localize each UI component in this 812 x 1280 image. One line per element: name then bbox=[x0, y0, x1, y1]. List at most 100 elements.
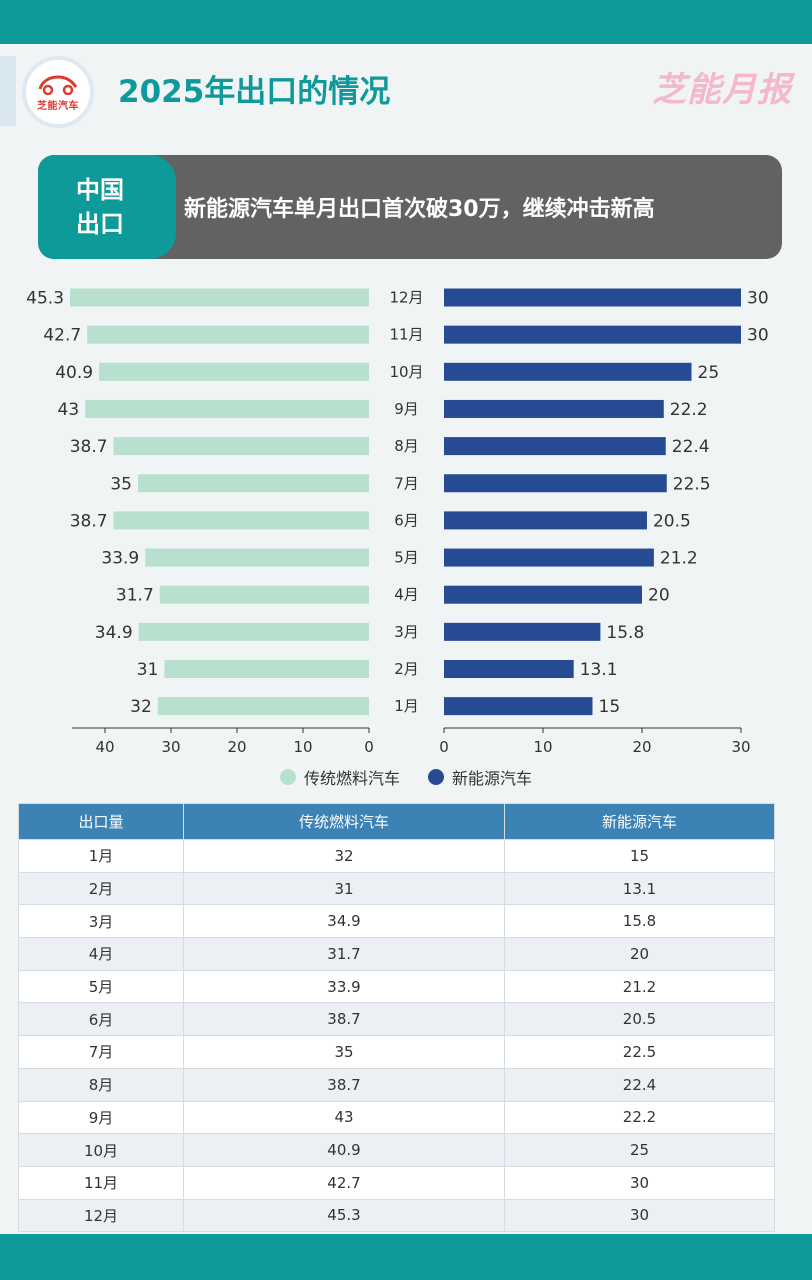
headline-banner: 中国 出口 新能源汽车单月出口首次破30万，继续冲击新高 bbox=[38, 155, 782, 259]
bar-ice-1月 bbox=[157, 697, 369, 716]
top-band bbox=[0, 0, 812, 44]
page-title: 2025年出口的情况 bbox=[118, 74, 391, 110]
car-logo-icon bbox=[38, 74, 78, 95]
legend-item-nev: 新能源汽车 bbox=[428, 765, 532, 789]
data-label-ice: 43 bbox=[58, 400, 80, 420]
table-row: 2月 31 13.1 bbox=[18, 871, 775, 906]
bar-ice-2月 bbox=[164, 660, 369, 678]
bar-ice-6月 bbox=[113, 511, 369, 530]
category-label: 5月 bbox=[394, 549, 419, 567]
table-row: 7月 35 22.5 bbox=[18, 1035, 775, 1069]
bar-ice-12月 bbox=[70, 288, 370, 307]
bar-nev-10月 bbox=[444, 362, 692, 381]
table-cell: 10月 bbox=[18, 1133, 184, 1167]
table-cell: 20.5 bbox=[504, 1002, 775, 1037]
table-cell: 7月 bbox=[18, 1035, 184, 1069]
table-row: 8月 38.7 22.4 bbox=[18, 1067, 775, 1102]
data-label-nev: 22.5 bbox=[673, 474, 711, 494]
bar-nev-8月 bbox=[444, 437, 666, 456]
category-label: 1月 bbox=[394, 697, 419, 715]
legend-swatch-ice bbox=[279, 769, 296, 785]
table-cell: 32 bbox=[183, 839, 505, 873]
legend-label-ice: 传统燃料汽车 bbox=[303, 769, 400, 788]
bar-nev-4月 bbox=[444, 585, 642, 604]
table-row: 3月 34.9 15.8 bbox=[18, 904, 775, 939]
data-label-nev: 13.1 bbox=[580, 660, 618, 680]
data-label-nev: 30 bbox=[747, 326, 769, 346]
left-axis-tick-label: 30 bbox=[161, 738, 180, 756]
table-cell: 15.8 bbox=[504, 904, 775, 939]
table-cell: 35 bbox=[183, 1035, 505, 1069]
bar-ice-9月 bbox=[85, 399, 369, 418]
data-label-ice: 38.7 bbox=[70, 511, 108, 531]
data-label-ice: 33.9 bbox=[101, 549, 139, 569]
left-axis-tick-label: 0 bbox=[364, 738, 374, 756]
table-cell: 2月 bbox=[18, 871, 184, 906]
banner-tag-line2: 出口 bbox=[76, 210, 124, 238]
table-cell: 20 bbox=[504, 937, 775, 971]
category-label: 7月 bbox=[394, 474, 419, 492]
table-row: 9月 43 22.2 bbox=[18, 1100, 775, 1135]
data-label-nev: 25 bbox=[698, 363, 720, 383]
table-row: 11月 42.7 30 bbox=[18, 1165, 775, 1200]
left-axis-tick-label: 40 bbox=[95, 738, 114, 756]
table-cell: 12月 bbox=[18, 1198, 184, 1233]
category-label: 12月 bbox=[389, 289, 423, 307]
legend-label-nev: 新能源汽车 bbox=[452, 769, 533, 788]
data-label-nev: 15 bbox=[599, 697, 621, 717]
table-cell: 25 bbox=[504, 1133, 775, 1167]
logo-text: 芝能汽车 bbox=[37, 100, 79, 112]
category-label: 11月 bbox=[389, 326, 423, 344]
table-cell: 6月 bbox=[18, 1002, 184, 1037]
table-row: 1月 32 15 bbox=[18, 839, 775, 873]
table-header-cell: 出口量 bbox=[18, 803, 184, 840]
table-cell: 31 bbox=[183, 871, 505, 906]
table-cell: 5月 bbox=[18, 969, 184, 1004]
table-cell: 38.7 bbox=[183, 1002, 505, 1037]
table-cell: 40.9 bbox=[183, 1133, 505, 1167]
bar-ice-11月 bbox=[87, 325, 370, 344]
export-table-container: 出口量 传统燃料汽车 新能源汽车 1月 32 15 2月 31 13.1 3月 34.9 15.… bbox=[18, 803, 775, 1233]
table-cell: 11月 bbox=[18, 1165, 184, 1200]
right-axis-tick-label: 0 bbox=[439, 738, 449, 756]
data-label-ice: 34.9 bbox=[95, 623, 133, 643]
chart-legend: 传统燃料汽车 新能源汽车 bbox=[0, 765, 812, 789]
banner-headline: 新能源汽车单月出口首次破30万，继续冲击新高 bbox=[184, 197, 655, 222]
bar-nev-1月 bbox=[444, 697, 593, 716]
right-axis-tick-label: 20 bbox=[632, 738, 651, 756]
table-cell: 9月 bbox=[18, 1100, 184, 1135]
bar-nev-6月 bbox=[444, 511, 647, 530]
table-row: 12月 45.3 30 bbox=[18, 1198, 775, 1233]
data-label-nev: 22.2 bbox=[670, 400, 708, 420]
data-label-nev: 30 bbox=[747, 289, 769, 309]
table-cell: 45.3 bbox=[183, 1198, 505, 1233]
table-cell: 13.1 bbox=[504, 871, 775, 906]
table-cell: 8月 bbox=[18, 1067, 184, 1102]
table-cell: 22.2 bbox=[504, 1100, 775, 1135]
table-row: 4月 31.7 20 bbox=[18, 937, 775, 971]
table-cell: 43 bbox=[183, 1100, 505, 1135]
table-cell: 38.7 bbox=[183, 1067, 505, 1102]
category-label: 8月 bbox=[394, 437, 419, 455]
table-cell: 1月 bbox=[18, 839, 184, 873]
category-label: 9月 bbox=[394, 400, 419, 418]
data-label-ice: 40.9 bbox=[55, 363, 93, 383]
category-label: 10月 bbox=[389, 363, 423, 381]
banner-tag-line1: 中国 bbox=[76, 176, 124, 204]
legend-item-ice: 传统燃料汽车 bbox=[279, 765, 400, 789]
table-row: 5月 33.9 21.2 bbox=[18, 969, 775, 1004]
data-label-nev: 21.2 bbox=[660, 549, 698, 569]
data-label-ice: 31.7 bbox=[116, 586, 154, 606]
bar-nev-7月 bbox=[444, 474, 667, 493]
left-axis-tick-label: 10 bbox=[293, 738, 312, 756]
table-cell: 34.9 bbox=[183, 904, 505, 939]
right-axis-tick-label: 30 bbox=[731, 738, 750, 756]
bar-nev-9月 bbox=[444, 399, 664, 418]
bar-nev-5月 bbox=[444, 548, 654, 567]
table-cell: 3月 bbox=[18, 904, 184, 939]
table-cell: 21.2 bbox=[504, 969, 775, 1004]
bar-ice-7月 bbox=[138, 474, 369, 493]
bar-nev-2月 bbox=[444, 660, 574, 678]
bar-ice-4月 bbox=[159, 585, 369, 604]
category-label: 4月 bbox=[394, 586, 419, 604]
